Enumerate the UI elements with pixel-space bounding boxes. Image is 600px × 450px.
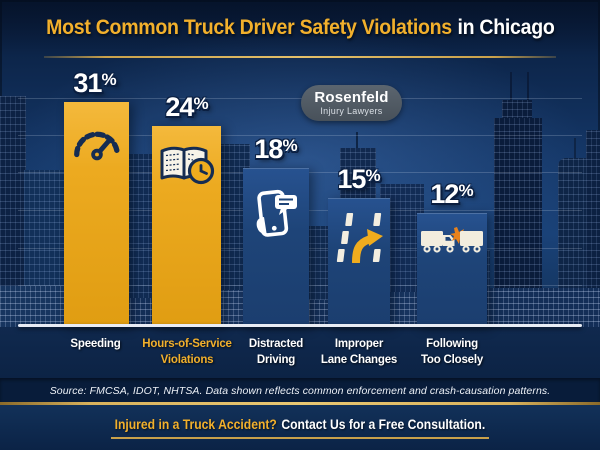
category-label-hours-of-service: Hours-of-Service Violations	[133, 337, 241, 368]
cta-band: Injured in a Truck Accident? Contact Us f…	[0, 405, 600, 450]
value-number: 24	[165, 92, 194, 122]
building-silhouette	[586, 130, 600, 328]
bar-value-improper-lane-changes: 15%	[320, 164, 398, 195]
cta-action: Contact Us for a Free Consultation.	[281, 416, 486, 432]
category-line: Too Closely	[420, 353, 484, 366]
truck-rear-end-icon	[421, 227, 483, 253]
value-number: 31	[73, 68, 102, 98]
bar-value-hours-of-service: 24%	[145, 92, 229, 123]
bar-value-following-too-closely: 12%	[409, 179, 495, 210]
bar-value-distracted-driving: 18%	[235, 134, 317, 165]
rosenfeld-logo-name: Rosenfeld	[314, 89, 389, 106]
percent-sign: %	[365, 166, 381, 185]
category-line: Hours-of-Service	[142, 338, 232, 350]
header-gold-rule	[44, 56, 556, 58]
category-label-following-too-closely: Following Too Closely	[398, 337, 506, 368]
category-line: Improper	[334, 338, 384, 350]
bar-distracted-driving	[243, 168, 309, 326]
category-line: Following	[426, 338, 478, 350]
page-title-suffix: in Chicago	[457, 16, 555, 39]
category-line: Lane Changes	[320, 353, 398, 366]
willis-tower-antenna	[527, 72, 529, 104]
gridline	[18, 135, 582, 136]
percent-sign: %	[282, 136, 298, 155]
willis-tower-antenna	[510, 72, 512, 104]
gridline	[18, 98, 582, 99]
bar-improper-lane-changes	[328, 198, 390, 326]
chart-baseline	[18, 324, 582, 327]
cta-link[interactable]: Injured in a Truck Accident? Contact Us f…	[111, 417, 489, 439]
category-line: Speeding	[70, 338, 121, 350]
value-number: 18	[254, 134, 283, 164]
category-label-distracted-driving: Distracted Driving	[225, 337, 327, 368]
bar-value-speeding: 31%	[54, 68, 136, 99]
category-label-improper-lane-changes: Improper Lane Changes	[305, 337, 413, 368]
footer-gold-rule	[0, 402, 600, 405]
page-title-main: Most Common Truck Driver Safety Violatio…	[45, 16, 452, 39]
rosenfeld-logo: Rosenfeld Injury Lawyers	[301, 85, 402, 121]
value-number: 15	[337, 164, 366, 194]
rosenfeld-logo-tagline: Injury Lawyers	[320, 106, 383, 116]
texting-phone-icon	[256, 189, 297, 237]
percent-sign: %	[193, 94, 209, 113]
bar-speeding	[64, 102, 129, 326]
value-number: 12	[430, 179, 459, 209]
logbook-clock-icon	[160, 146, 214, 185]
source-band: Source: FMCSA, IDOT, NHTSA. Data shown r…	[0, 378, 600, 403]
bar-following-too-closely	[417, 213, 487, 326]
category-line: Distracted	[248, 338, 304, 350]
building-antenna	[574, 138, 576, 160]
percent-sign: %	[458, 181, 474, 200]
speedometer-icon	[73, 131, 120, 161]
category-label-speeding: Speeding	[42, 337, 149, 353]
source-note: Source: FMCSA, IDOT, NHTSA. Data shown r…	[49, 384, 551, 397]
bar-hours-of-service	[152, 126, 221, 326]
building-antenna	[356, 132, 358, 150]
percent-sign: %	[101, 70, 117, 89]
category-line: Driving	[256, 353, 296, 366]
category-line: Violations	[160, 353, 214, 366]
page-title: Most Common Truck Driver Safety Violatio…	[45, 16, 555, 40]
category-band	[0, 327, 600, 378]
lane-change-arrow-icon	[336, 213, 383, 263]
cta-question: Injured in a Truck Accident?	[114, 416, 277, 432]
header: Most Common Truck Driver Safety Violatio…	[0, 0, 600, 56]
